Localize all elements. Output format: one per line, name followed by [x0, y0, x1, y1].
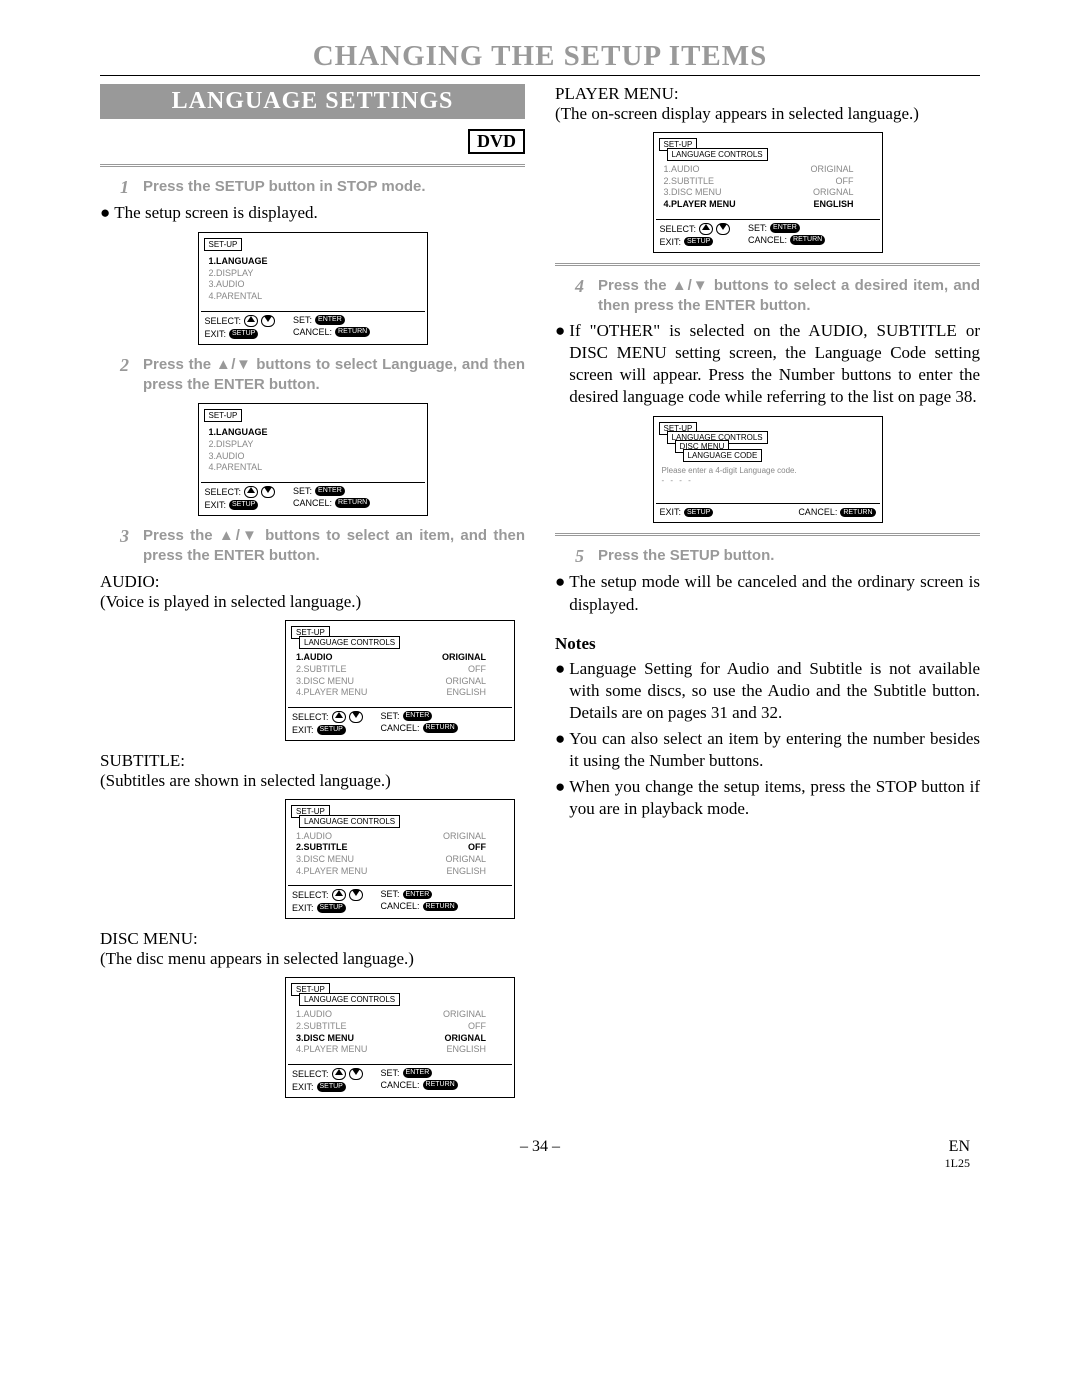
step-number: 5	[575, 546, 584, 567]
step-1-bullet: ●The setup screen is displayed.	[100, 202, 525, 224]
doc-code: 1L25	[945, 1156, 970, 1171]
subtitle-label: SUBTITLE:	[100, 751, 525, 771]
step-5: 5 Press the SETUP button.	[575, 546, 980, 567]
note-1: ●Language Setting for Audio and Subtitle…	[555, 658, 980, 724]
discmenu-paren: (The disc menu appears in selected langu…	[100, 949, 525, 969]
right-column: PLAYER MENU: (The on-screen display appe…	[555, 84, 980, 1108]
section-title: CHANGING THE SETUP ITEMS	[100, 40, 980, 76]
osd-subtitle: SET-UP LANGUAGE CONTROLS 1.AUDIOORIGINAL…	[285, 799, 515, 920]
osd-playermenu: SET-UP LANGUAGE CONTROLS 1.AUDIOORIGINAL…	[653, 132, 883, 253]
audio-paren: (Voice is played in selected language.)	[100, 592, 525, 612]
step-number: 4	[575, 276, 584, 317]
note-2: ●You can also select an item by entering…	[555, 728, 980, 772]
page-number: – 34 –	[100, 1138, 980, 1156]
step-text: Press the ▲/▼ buttons to select an item,…	[143, 526, 525, 567]
dvd-badge: DVD	[468, 129, 525, 154]
playermenu-label: PLAYER MENU:	[555, 84, 980, 104]
audio-label: AUDIO:	[100, 572, 525, 592]
osd-audio: SET-UP LANGUAGE CONTROLS 1.AUDIOORIGINAL…	[285, 620, 515, 741]
note-3: ●When you change the setup items, press …	[555, 776, 980, 820]
step-text: Press the SETUP button.	[598, 546, 774, 567]
step-text: Press the SETUP button in STOP mode.	[143, 177, 426, 198]
step-text: Press the ▲/▼ buttons to select Language…	[143, 355, 525, 396]
left-column: LANGUAGE SETTINGS DVD 1 Press the SETUP …	[100, 84, 525, 1108]
step-number: 1	[120, 177, 129, 198]
discmenu-label: DISC MENU:	[100, 929, 525, 949]
step-number: 3	[120, 526, 129, 567]
step-text: Press the ▲/▼ buttons to select a desire…	[598, 276, 980, 317]
language-settings-header: LANGUAGE SETTINGS	[100, 84, 525, 119]
subtitle-paren: (Subtitles are shown in selected languag…	[100, 771, 525, 791]
playermenu-paren: (The on-screen display appears in select…	[555, 104, 980, 124]
step-4: 4 Press the ▲/▼ buttons to select a desi…	[575, 276, 980, 317]
notes-heading: Notes	[555, 634, 980, 654]
en-label: EN	[949, 1138, 970, 1156]
step-5-bullet: ●The setup mode will be canceled and the…	[555, 571, 980, 615]
osd-main-2: SET-UP 1.LANGUAGE 2.DISPLAY 3.AUDIO 4.PA…	[198, 403, 428, 516]
osd-langcode: SET-UP LANGUAGE CONTROLS DISC MENU LANGU…	[653, 416, 883, 523]
step-4-bullet: ●If "OTHER" is selected on the AUDIO, SU…	[555, 320, 980, 408]
osd-main-1: SET-UP 1.LANGUAGE 2.DISPLAY 3.AUDIO 4.PA…	[198, 232, 428, 345]
step-number: 2	[120, 355, 129, 396]
osd-discmenu: SET-UP LANGUAGE CONTROLS 1.AUDIOORIGINAL…	[285, 977, 515, 1098]
step-3: 3 Press the ▲/▼ buttons to select an ite…	[120, 526, 525, 567]
step-2: 2 Press the ▲/▼ buttons to select Langua…	[120, 355, 525, 396]
step-1: 1 Press the SETUP button in STOP mode.	[120, 177, 525, 198]
page-footer: – 34 – EN 1L25	[100, 1138, 980, 1178]
